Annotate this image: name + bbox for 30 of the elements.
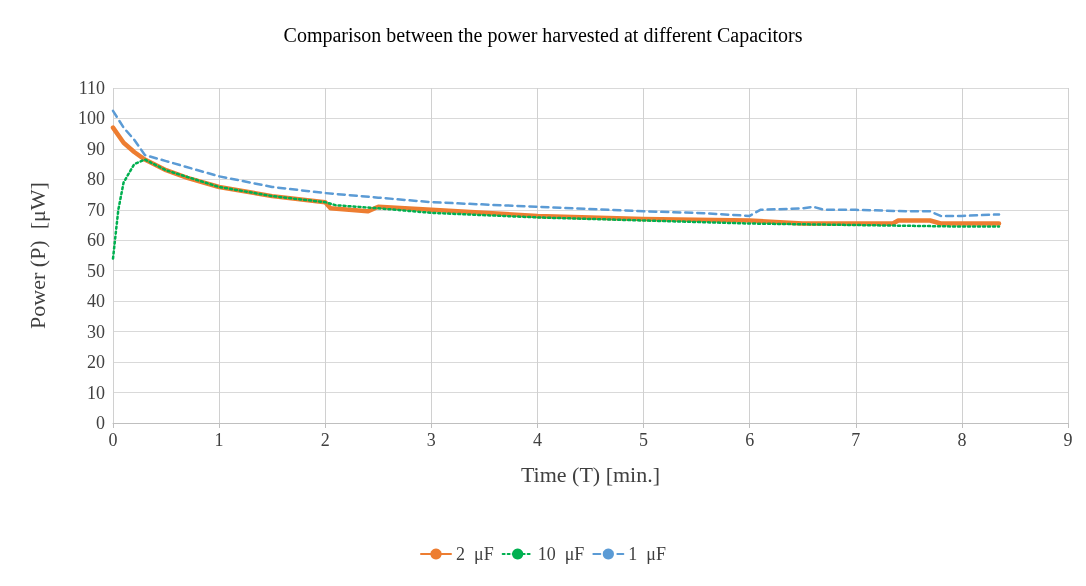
y-axis-title: Power (P) [μW]: [24, 182, 50, 329]
x-tick-label: 4: [532, 430, 542, 450]
x-tick-label: 8: [957, 430, 967, 450]
x-tick-label: 6: [745, 430, 755, 450]
legend-label: 10 μF: [537, 544, 585, 564]
x-tick-label: 5: [639, 430, 649, 450]
x-tick-label: 9: [1063, 430, 1073, 450]
y-tick-label: 60: [87, 230, 105, 251]
x-axis-title: Time (T) [min.]: [520, 461, 661, 487]
line-series: [111, 109, 1001, 218]
line-series: [111, 158, 1001, 260]
x-tick-label: 2: [320, 430, 330, 450]
x-tick-label: 3: [426, 430, 436, 450]
y-tick-label: 10: [87, 382, 105, 403]
y-tick-label: 80: [87, 169, 105, 190]
legend-label: 1 μF: [628, 544, 666, 564]
y-tick-label: 110: [78, 78, 105, 98]
y-tick-label: 30: [87, 321, 105, 342]
x-tick-label: 0: [108, 430, 118, 450]
x-tick-label: 7: [851, 430, 861, 450]
y-tick-label: 100: [78, 108, 105, 129]
y-tick-label: 40: [87, 291, 105, 312]
y-tick-label: 90: [87, 138, 105, 159]
legend-label: 2 μF: [456, 544, 494, 564]
y-tick-label: 50: [87, 260, 105, 281]
x-tick-label: 1: [214, 430, 224, 450]
chart-title: Comparison between the power harvested at different Capacitors: [283, 24, 803, 47]
y-tick-label: 20: [87, 352, 105, 373]
y-tick-label: 0: [96, 413, 105, 433]
y-tick-label: 70: [87, 199, 105, 220]
